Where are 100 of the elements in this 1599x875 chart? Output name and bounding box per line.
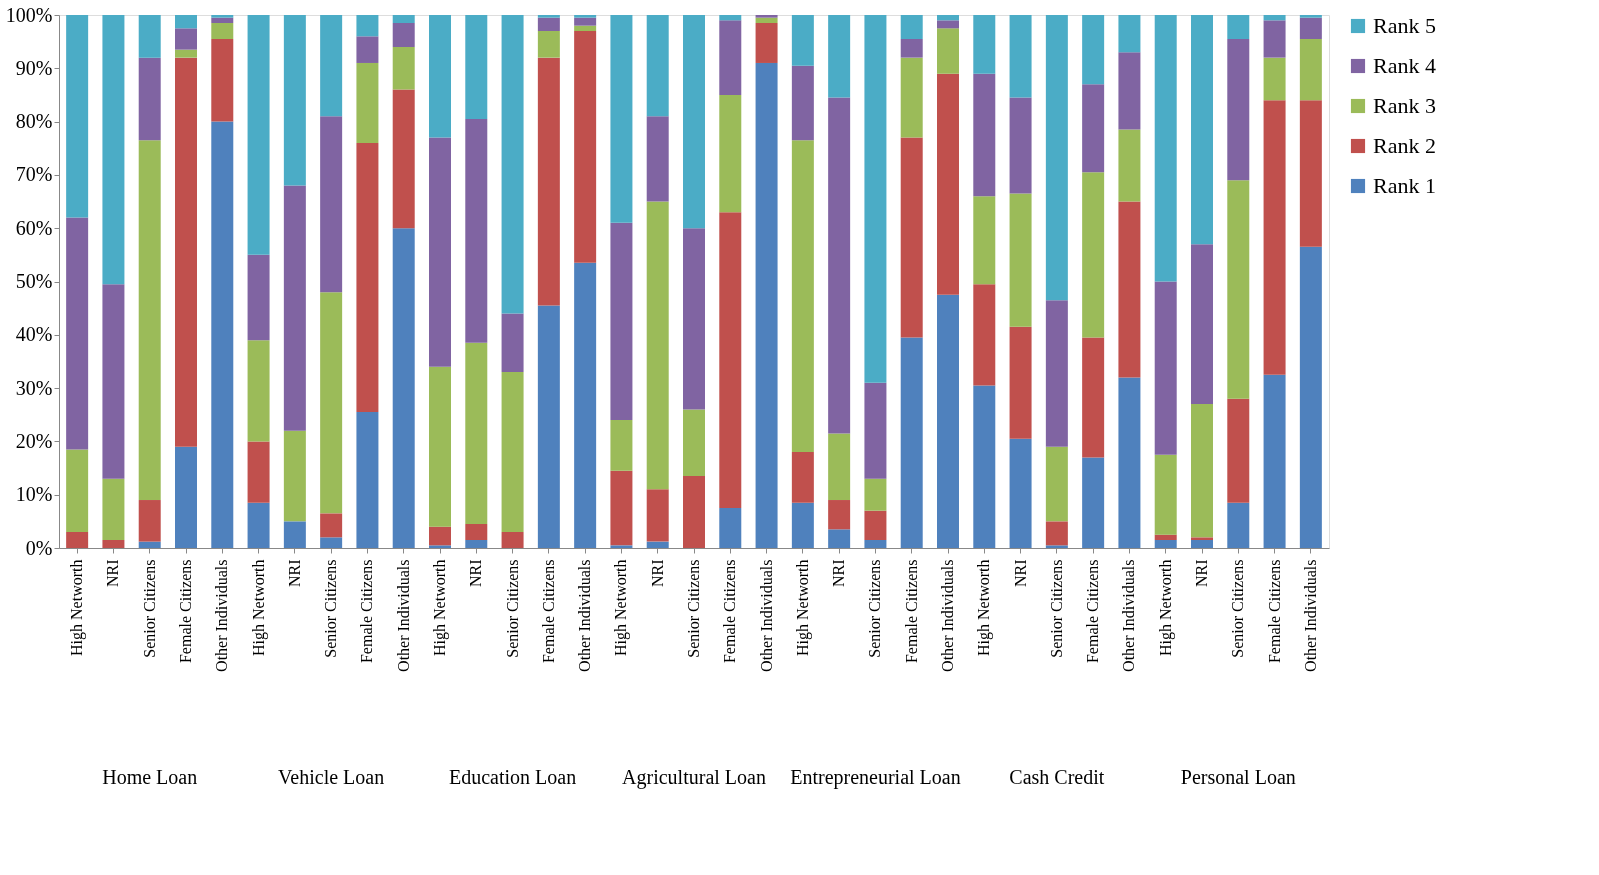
y-tick-label: 40% [15,323,53,346]
bar [320,15,343,117]
bar [1082,337,1105,458]
text: Education Loan [448,766,577,788]
bar [175,49,197,58]
x-tick-label: Other Individuals [213,559,231,672]
bar [429,366,451,527]
legend-label: Rank 3 [1373,93,1436,118]
y-tick-label: 100% [5,3,53,26]
bar [1299,17,1322,39]
bar [211,23,234,39]
bar [283,430,306,522]
bar [719,20,742,95]
bar [465,342,488,525]
bar [1118,377,1141,548]
bar [1154,281,1177,455]
bar [1009,193,1032,327]
bar [66,217,89,450]
bar [900,137,923,338]
y-tick-label: 50% [15,270,53,292]
bar [937,20,959,29]
bar [175,57,197,447]
text: Home Loan [102,766,198,788]
bar [1191,404,1213,538]
bar [610,420,633,471]
bar [646,116,669,202]
bar [429,15,451,138]
bar [320,513,343,538]
bar [501,372,524,533]
x-tick-label: Female Citizens [902,559,920,664]
bar [392,23,415,47]
bar [828,97,851,434]
bar [900,337,923,548]
bar [1299,246,1322,548]
bar [1191,15,1213,245]
x-tick-label: NRI [467,559,485,588]
bar [102,15,125,285]
bar [683,228,705,410]
bar [1118,52,1141,130]
x-tick-label: Female Citizens [358,559,376,664]
bar [501,15,524,314]
text: Cash Credit [1009,766,1105,788]
bar [683,15,705,229]
bar [1191,540,1213,548]
x-tick-label: Other Individuals [394,559,412,672]
bar [900,57,923,138]
x-tick-label: Other Individuals [576,559,594,672]
bar [1154,15,1177,282]
bar [66,449,89,533]
bar [1154,534,1177,541]
bar [1082,15,1105,85]
bar [283,15,306,186]
bar [646,201,669,490]
bar [1045,446,1068,522]
bar [864,15,887,383]
bar [755,15,778,18]
bar [646,15,669,117]
x-tick-label: High Networth [612,559,631,656]
bar [356,62,379,143]
bar [1263,15,1286,21]
bar [283,521,306,548]
bar [1009,326,1032,439]
x-tick-label: NRI [1193,559,1210,588]
bar [1263,20,1286,58]
bar [828,15,851,98]
bar [211,15,234,18]
bar [102,478,125,541]
bar [791,452,814,503]
bar [102,540,125,548]
bar [1082,84,1105,173]
bar [1299,100,1322,247]
bar [102,284,125,479]
bar [537,305,560,548]
bar [501,532,524,548]
x-tick-label: Other Individuals [757,559,775,672]
bar [320,116,343,293]
bar [646,489,669,542]
x-tick-label: Other Individuals [1120,559,1138,672]
bar [791,65,814,141]
bar [973,15,996,74]
x-tick-label: Senior Citizens [685,559,702,658]
bar [610,545,633,548]
bar [937,15,959,21]
bar [392,228,415,548]
legend-label: Rank 4 [1373,53,1436,78]
bar [900,15,923,39]
bar [755,62,778,548]
bar [392,89,415,229]
x-tick-label: High Networth [249,559,268,656]
bar [828,500,851,530]
bar [683,409,705,477]
y-tick-label: 60% [15,216,53,239]
bar [211,121,234,548]
bar [1009,438,1032,548]
bar [429,137,451,367]
bar [719,212,742,509]
bar [537,15,560,18]
y-tick-label: 70% [15,163,53,186]
y-tick-label: 0% [25,536,53,559]
bar [1227,15,1250,39]
